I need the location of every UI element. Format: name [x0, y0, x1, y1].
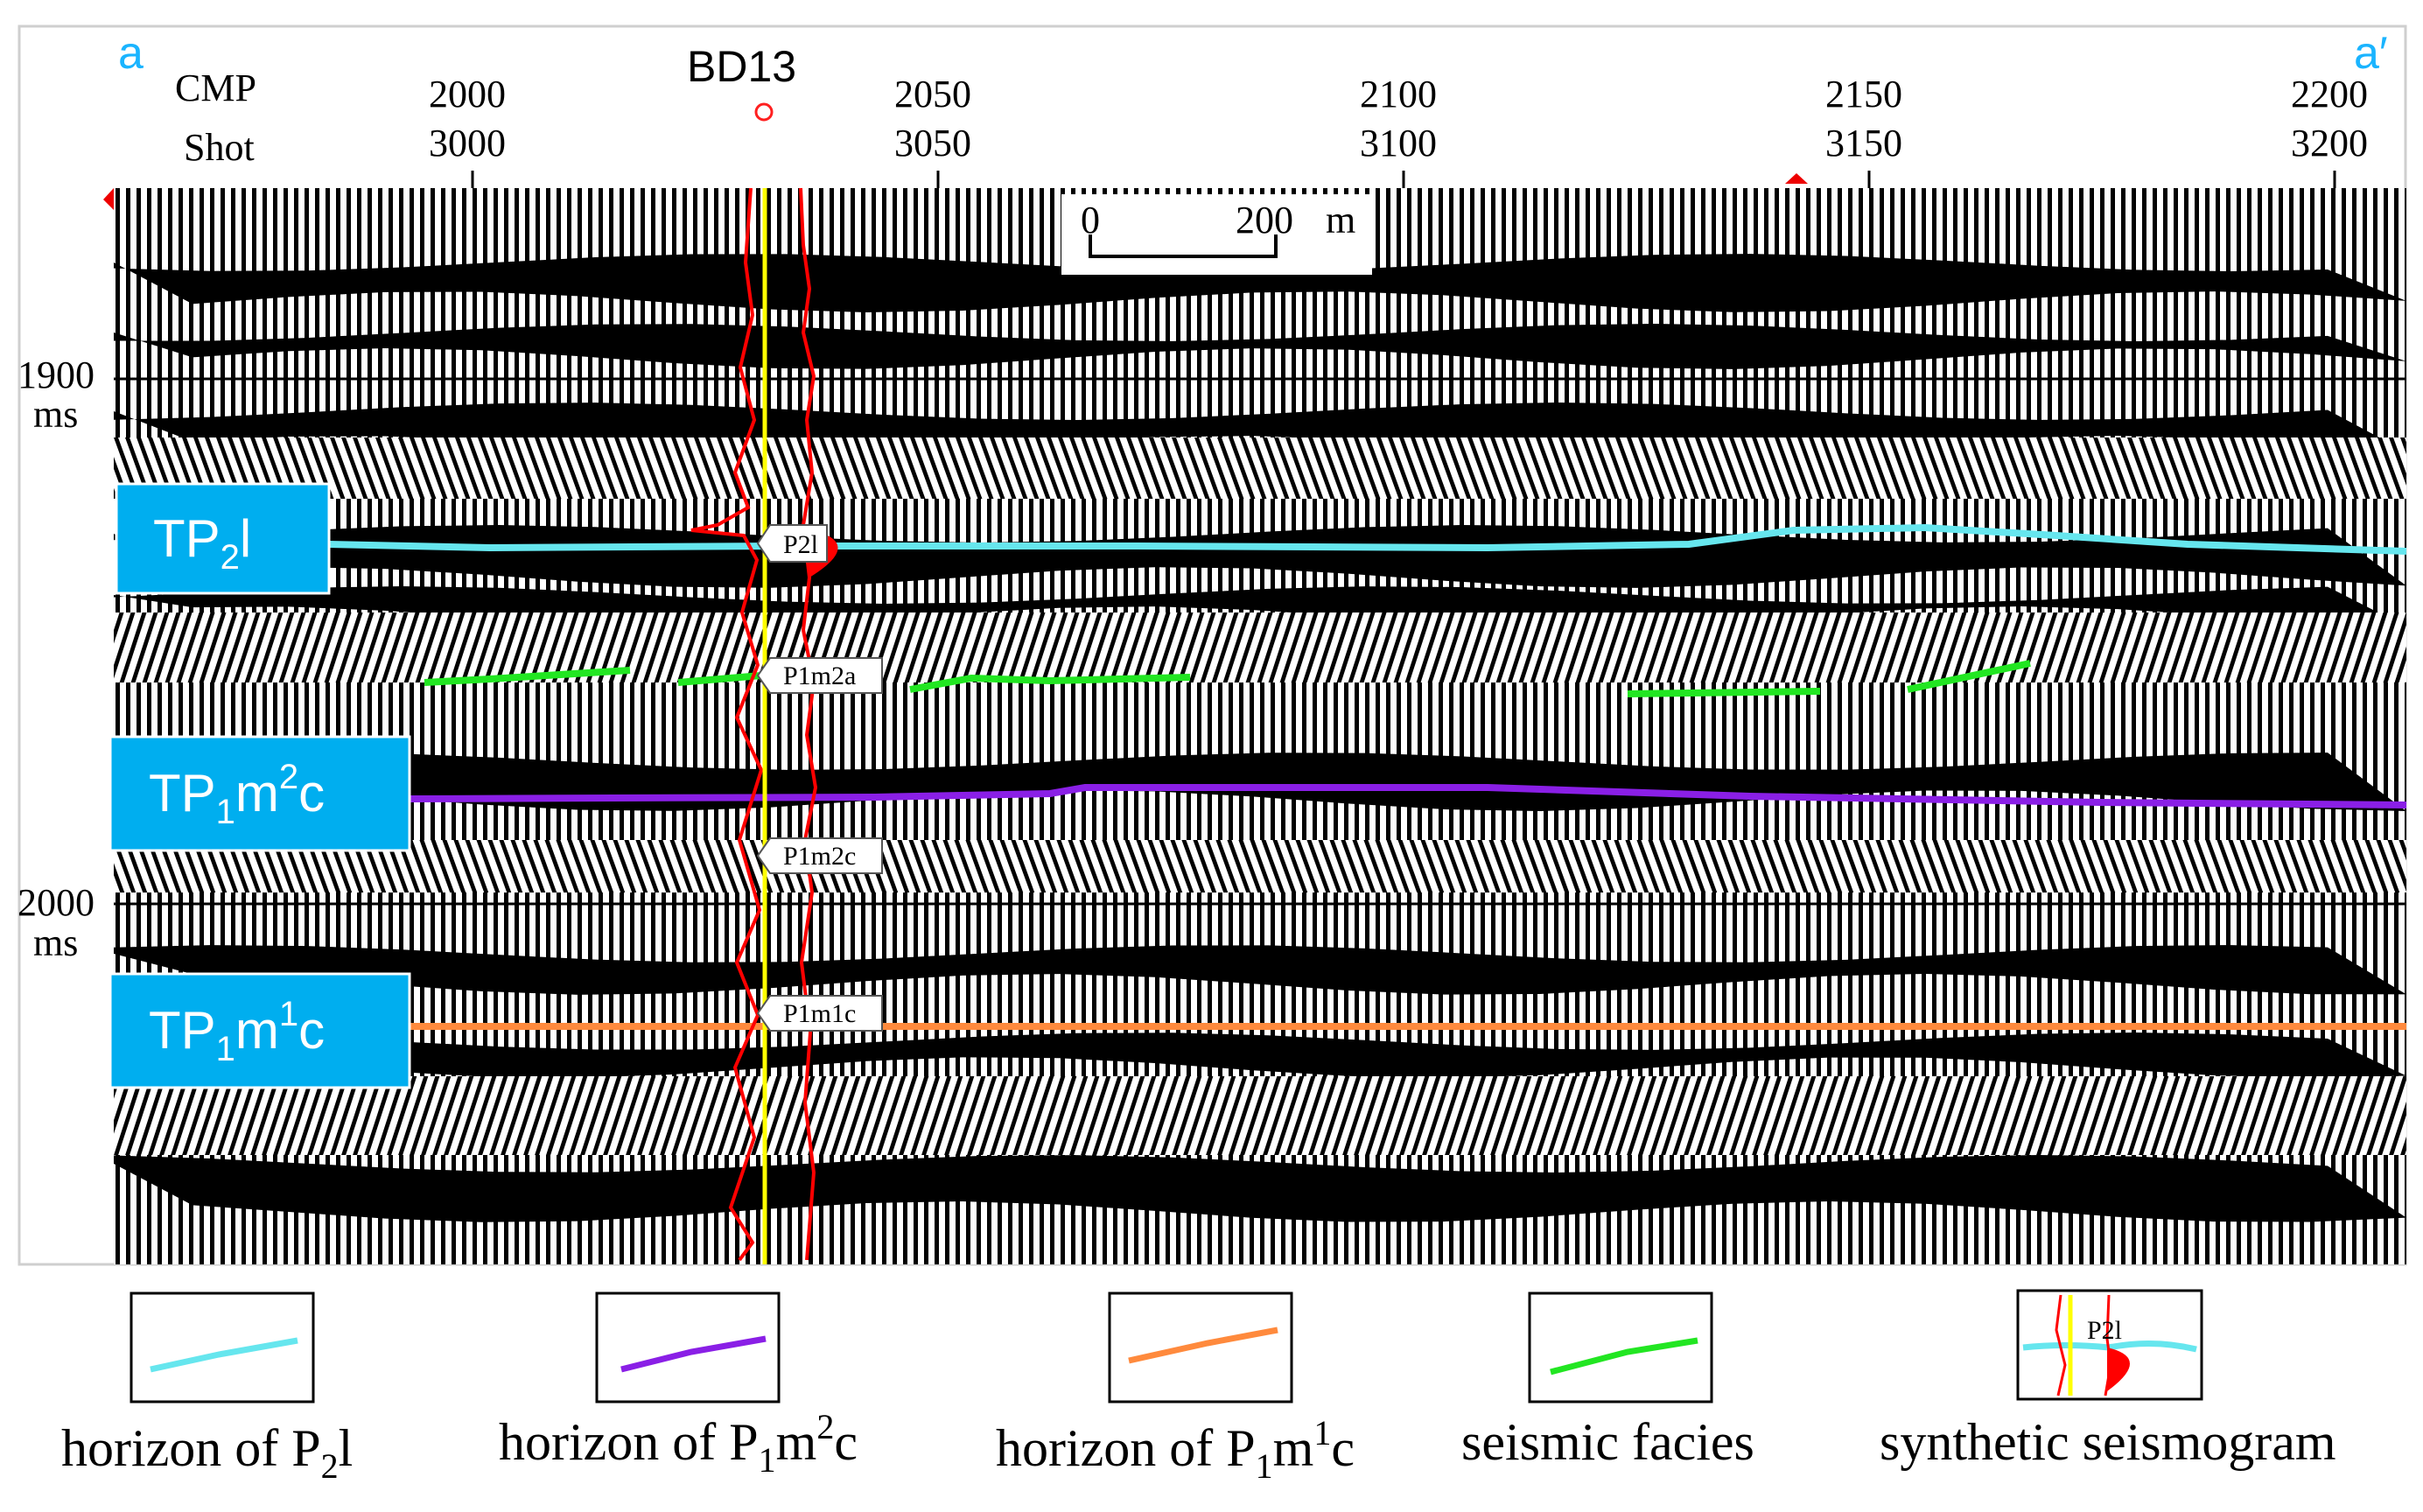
seismic-reflector-band — [114, 1032, 2406, 1078]
seismic-reflector-band — [114, 254, 2406, 312]
svg-text:TP2l: TP2l — [153, 509, 251, 577]
marker-p1m2a: P1m2a — [756, 657, 883, 694]
top-axis: a a′ CMP Shot 2000 2050 2100 2150 2200 3000 3… — [103, 28, 2388, 210]
well-log-curve-left — [690, 187, 764, 1262]
svg-text:synthetic seismogram: synthetic seismogram — [1880, 1413, 2336, 1471]
svg-text:horizon of P1m1c: horizon of P1m1c — [996, 1413, 1355, 1486]
cmp-tick-label: 2150 — [1825, 73, 1902, 116]
well-markers: P2l P1m2a P1m2c P1m1c — [756, 524, 883, 1032]
shot-tick-label: 3050 — [894, 122, 971, 164]
legend-item-p1m2c: horizon of P1m2c — [499, 1292, 858, 1480]
seismic-reflector-band — [114, 324, 2406, 369]
seismic-facies-segments — [424, 660, 2031, 697]
section-start-label: a — [118, 28, 144, 79]
seismic-section — [114, 188, 2406, 1264]
svg-text:P2l: P2l — [783, 530, 818, 559]
seismic-texture-band — [114, 612, 2406, 682]
time-unit-2000: ms — [33, 921, 78, 964]
shot-tick-label: 3150 — [1825, 122, 1902, 164]
seismic-reflector-band — [114, 525, 2406, 588]
seismic-texture-band — [114, 438, 2406, 499]
svg-text:seismic facies: seismic facies — [1461, 1413, 1754, 1471]
legend: horizon of P2l horizon of P1m2c horizon … — [61, 1289, 2336, 1486]
green-line-icon — [1550, 1337, 1698, 1376]
cmp-label: CMP — [175, 66, 256, 109]
well-location-icon — [754, 102, 774, 122]
legend-item-p1m1c: horizon of P1m1c — [996, 1292, 1355, 1486]
svg-text:P1m1c: P1m1c — [783, 999, 856, 1028]
shot-label: Shot — [184, 126, 255, 169]
seismic-reflector-band — [114, 1155, 2406, 1222]
marker-p2l: P2l — [756, 524, 828, 563]
seismic-reflector-band — [114, 945, 2406, 995]
svg-text:P1m2a: P1m2a — [783, 662, 856, 690]
shot-tick-label: 3100 — [1360, 122, 1437, 164]
top-edge-marker-icon — [1785, 173, 1808, 184]
legend-item-seismic-facies: seismic facies — [1461, 1292, 1754, 1471]
svg-text:horizon of P1m2c: horizon of P1m2c — [499, 1407, 858, 1480]
shot-tick-label: 3000 — [429, 122, 506, 164]
svg-text:P1m2c: P1m2c — [783, 842, 856, 871]
horizon-p1m2c-line — [409, 784, 2407, 808]
horizon-p2l-line — [327, 523, 2407, 555]
svg-text:TP1m1c: TP1m1c — [149, 995, 325, 1068]
horizon-tag-p1m1c: TP1m1c — [109, 972, 411, 1089]
svg-text:m: m — [1326, 199, 1355, 242]
orange-line-icon — [1128, 1326, 1278, 1364]
svg-text:TP1m2c: TP1m2c — [149, 758, 325, 831]
legend-item-synthetic-seismogram: P2l synthetic seismogram — [1880, 1289, 2336, 1471]
purple-line-icon — [620, 1335, 767, 1373]
cmp-tick-label: 2000 — [429, 73, 506, 116]
time-label-1900: 1900 — [18, 354, 95, 396]
time-axis: 1900 ms 2000 ms — [18, 354, 95, 964]
left-edge-marker-icon — [103, 188, 114, 210]
scale-bar: 0 200 m — [1061, 194, 1372, 275]
shot-tick-label: 3200 — [2291, 122, 2368, 164]
horizon-tag-p1m2c: TP1m2c — [109, 735, 411, 852]
cmp-tick-label: 2200 — [2291, 73, 2368, 116]
well-name-label: BD13 — [687, 42, 796, 91]
legend-item-p2l: horizon of P2l — [61, 1292, 353, 1486]
svg-text:horizon of P2l: horizon of P2l — [61, 1419, 353, 1486]
section-end-label: a′ — [2354, 28, 2388, 79]
marker-p1m1c: P1m1c — [756, 995, 883, 1032]
horizon-tag-p2l: TP2l — [115, 482, 331, 595]
time-label-2000: 2000 — [18, 881, 95, 924]
cmp-tick-label: 2100 — [1360, 73, 1437, 116]
cyan-line-icon — [150, 1337, 298, 1373]
svg-text:200: 200 — [1236, 199, 1293, 242]
time-unit-1900: ms — [33, 393, 78, 436]
cmp-tick-label: 2050 — [894, 73, 971, 116]
marker-p1m2c: P1m2c — [756, 837, 883, 874]
seismic-texture-band — [114, 840, 2406, 892]
synthetic-seismogram-icon: P2l — [2022, 1294, 2197, 1396]
svg-text:0: 0 — [1081, 199, 1100, 242]
svg-text:P2l: P2l — [2087, 1316, 2122, 1345]
seismic-texture-band — [114, 1076, 2406, 1155]
